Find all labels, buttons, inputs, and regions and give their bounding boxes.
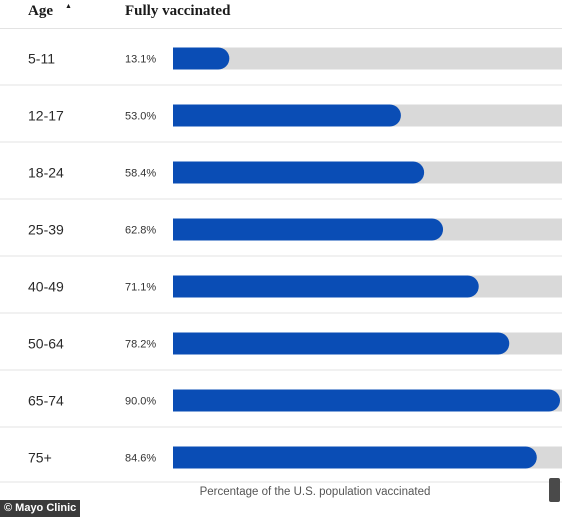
bar-left-cap-40-49 [173, 275, 184, 298]
age-label-18-24: 18-24 [28, 165, 64, 181]
sort-ascending-icon[interactable]: ▲ [65, 3, 72, 10]
age-label-50-64: 50-64 [28, 336, 64, 352]
value-label-18-24: 58.4% [125, 168, 156, 180]
bar-12-17[interactable] [173, 104, 401, 127]
bar-65-74[interactable] [173, 389, 560, 412]
age-column-header[interactable]: Age [28, 3, 53, 19]
bar-75plus[interactable] [173, 446, 537, 469]
value-label-40-49: 71.1% [125, 282, 156, 294]
table-header: Age ▲ Fully vaccinated [0, 0, 562, 29]
age-label-25-39: 25-39 [28, 222, 64, 238]
credit-watermark: © Mayo Clinic [0, 500, 81, 517]
age-label-65-74: 65-74 [28, 393, 64, 409]
bar-25-39[interactable] [173, 218, 444, 241]
value-label-5-11: 13.1% [125, 54, 156, 66]
bar-left-cap-18-24 [173, 161, 184, 184]
vaccinated-column-header[interactable]: Fully vaccinated [125, 3, 231, 19]
bar-5-11[interactable] [173, 47, 230, 70]
bar-18-24[interactable] [173, 161, 425, 184]
age-label-40-49: 40-49 [28, 279, 64, 295]
bar-left-cap-5-11 [173, 47, 184, 70]
value-label-12-17: 53.0% [125, 111, 156, 123]
value-label-50-64: 78.2% [125, 339, 156, 351]
bar-40-49[interactable] [173, 275, 479, 298]
bar-left-cap-25-39 [173, 218, 184, 241]
age-label-75plus: 75+ [28, 450, 52, 466]
bar-left-cap-65-74 [173, 389, 184, 412]
value-label-25-39: 62.8% [125, 225, 156, 237]
bar-left-cap-12-17 [173, 104, 184, 127]
value-label-65-74: 90.0% [125, 396, 156, 408]
corner-mark [549, 478, 560, 502]
bar-50-64[interactable] [173, 332, 510, 355]
age-label-5-11: 5-11 [28, 51, 55, 67]
x-axis-caption: Percentage of the U.S. population vaccin… [199, 486, 431, 498]
bar-track-5-11 [173, 47, 562, 70]
bar-left-cap-75plus [173, 446, 184, 469]
bar-left-cap-50-64 [173, 332, 184, 355]
value-label-75plus: 84.6% [125, 453, 156, 465]
age-label-12-17: 12-17 [28, 108, 64, 124]
